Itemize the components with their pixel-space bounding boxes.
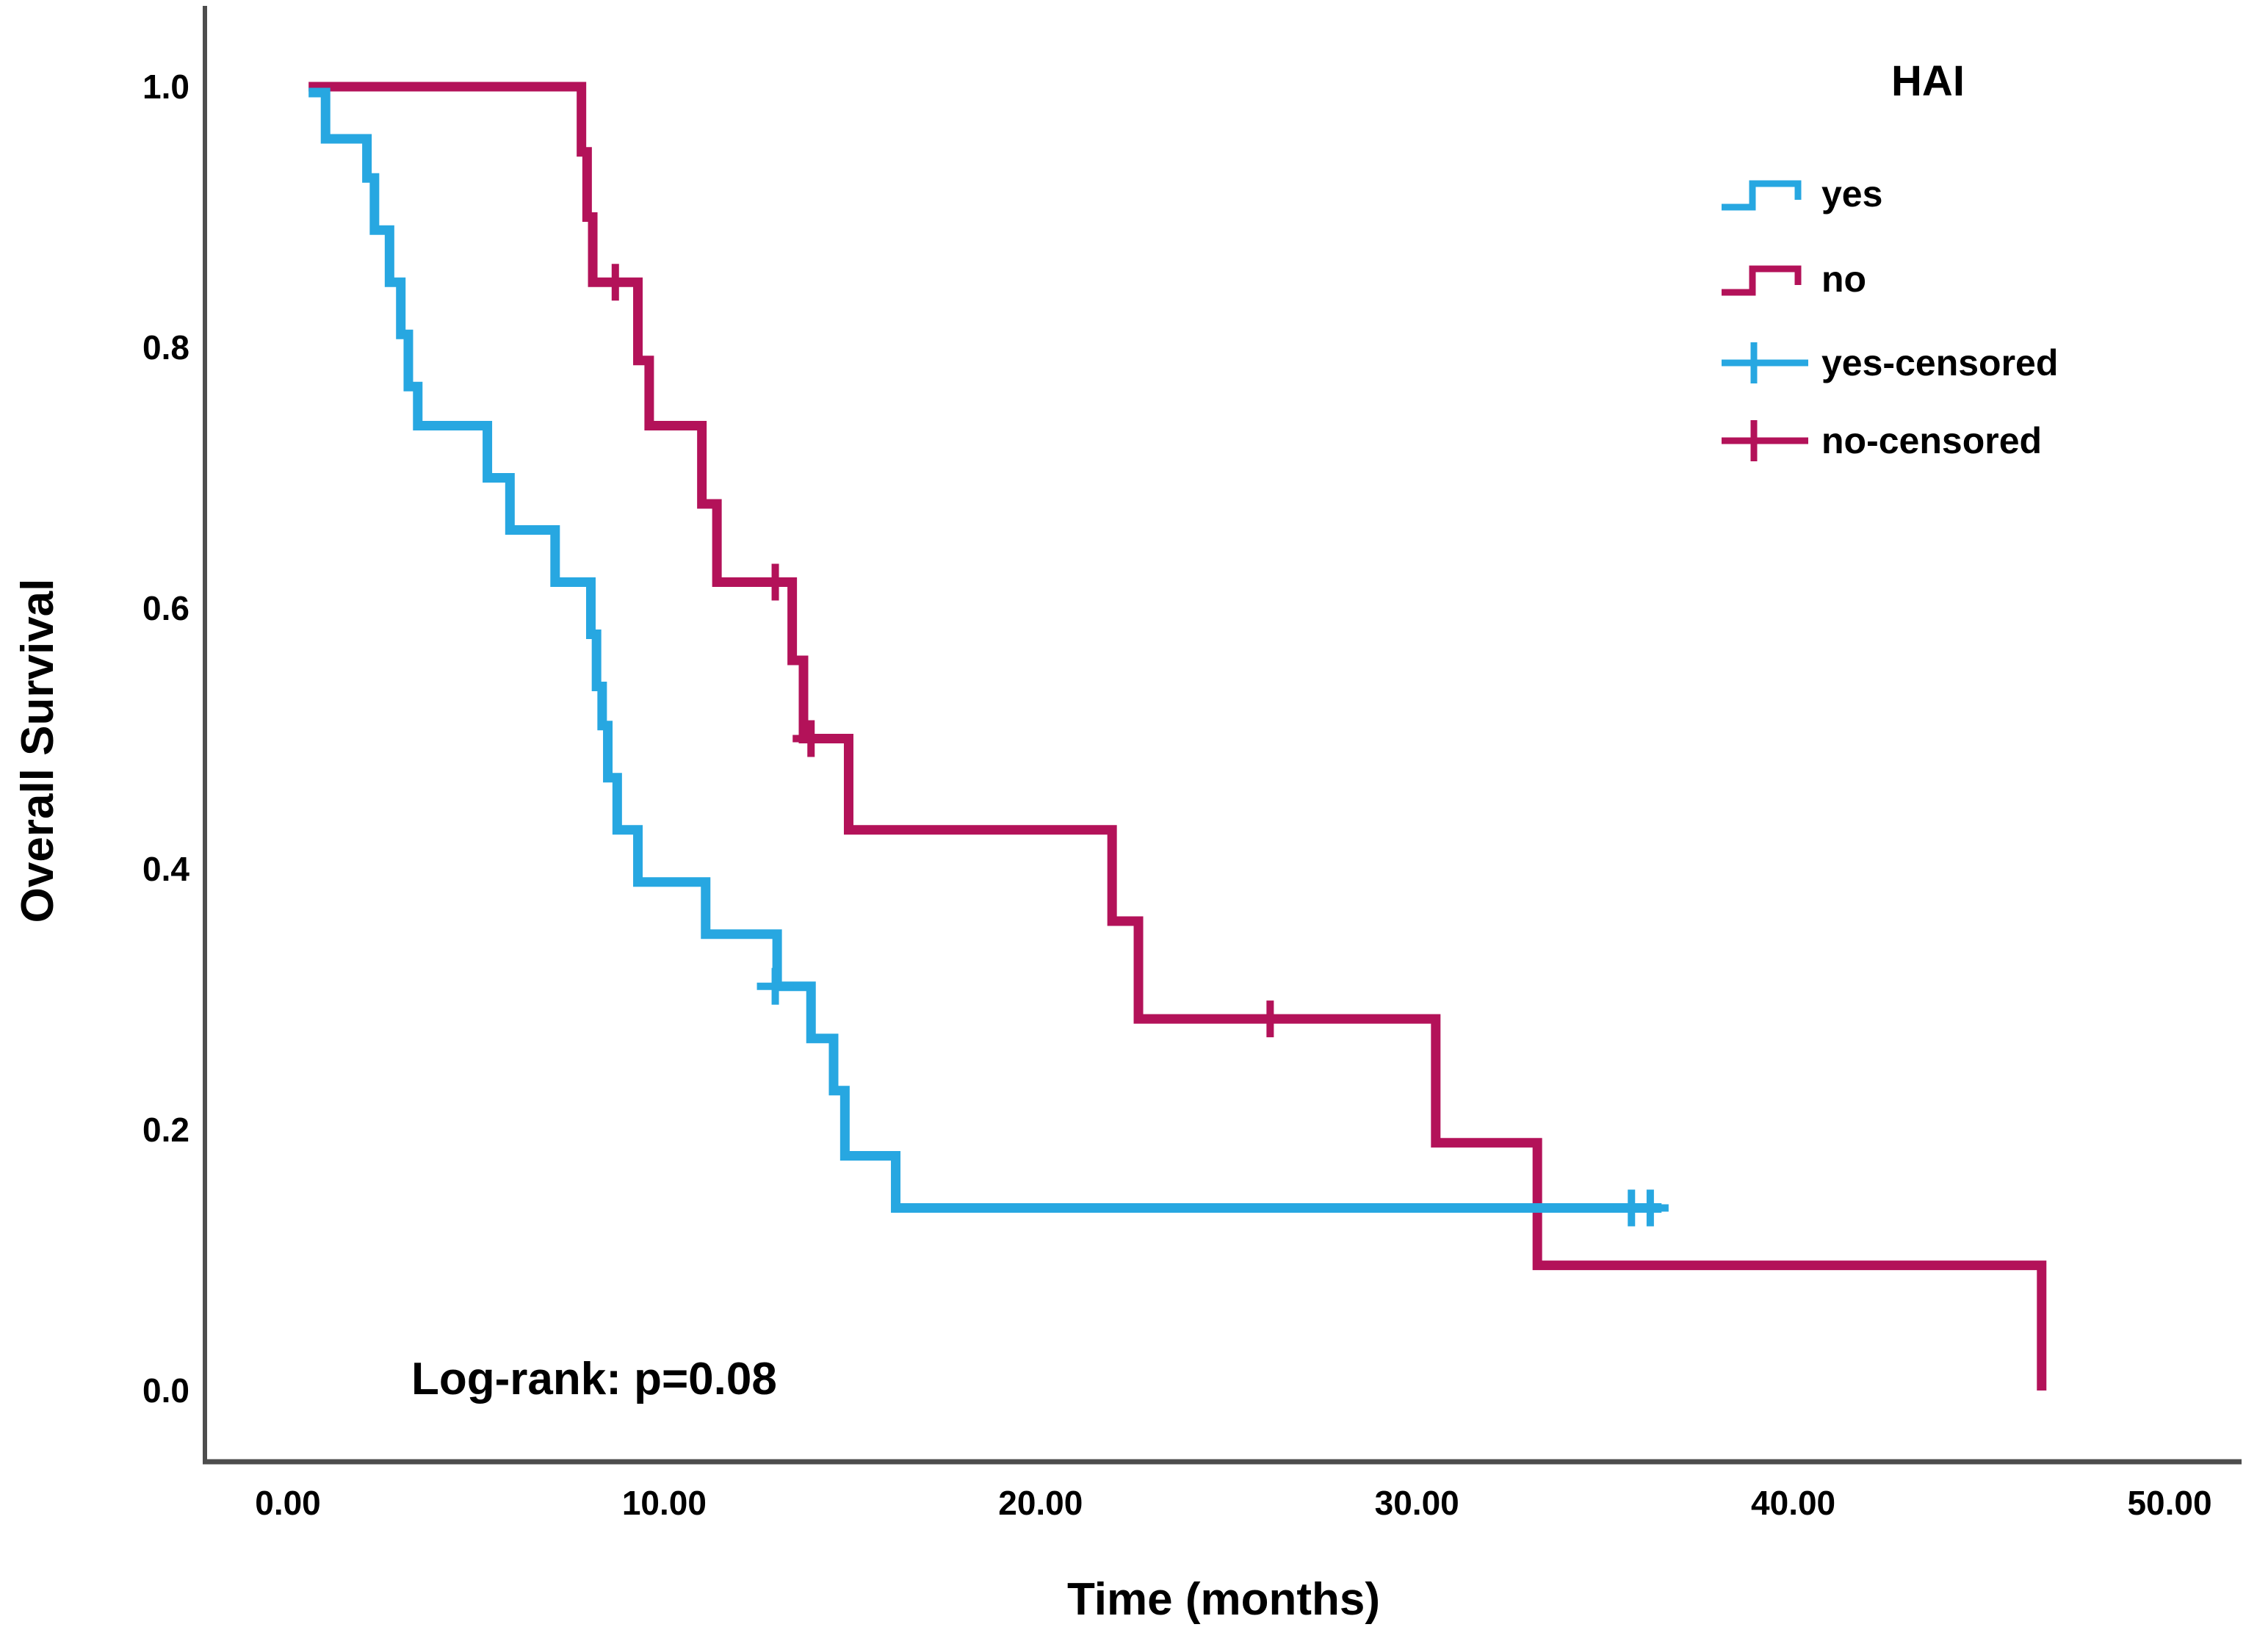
y-axis-tick-labels: 1.0 0.8 0.6 0.4 0.2 0.0 <box>142 68 189 1410</box>
x-axis-tick-labels: 0.00 10.00 20.00 30.00 40.00 50.00 <box>255 1484 2211 1522</box>
yes-step-swatch-icon <box>1722 180 1802 211</box>
x-tick-label: 0.00 <box>255 1484 321 1522</box>
y-tick-label: 0.6 <box>142 589 189 627</box>
no-censor-marks <box>596 264 1289 1038</box>
no-curve <box>308 82 2047 1391</box>
yes-censor-marks <box>756 967 1669 1227</box>
x-tick-label: 30.00 <box>1375 1484 1459 1522</box>
no-step-swatch-icon <box>1722 265 1802 296</box>
x-tick-label: 20.00 <box>998 1484 1083 1522</box>
y-tick-label: 0.8 <box>142 328 189 367</box>
x-tick-label: 40.00 <box>1751 1484 1835 1522</box>
legend-item-label: yes-censored <box>1821 342 2058 383</box>
legend-item-no-censored: no-censored <box>1722 420 2042 461</box>
axes <box>203 6 2242 1465</box>
y-axis-title: Overall Survival <box>12 579 63 923</box>
yes-curve <box>308 87 1662 1213</box>
y-tick-label: 0.2 <box>142 1111 189 1149</box>
legend-items: yes no yes-censored no-censored <box>1722 173 2058 461</box>
legend: HAI yes no yes-censored no-censored <box>1722 57 2058 461</box>
y-tick-label: 0.0 <box>142 1371 189 1410</box>
x-tick-label: 50.00 <box>2127 1484 2211 1522</box>
survival-curves <box>308 82 2047 1391</box>
legend-item-yes-censored: yes-censored <box>1722 342 2058 383</box>
x-axis-title: Time (months) <box>1067 1574 1380 1625</box>
legend-item-yes: yes <box>1722 173 1882 214</box>
x-tick-label: 10.00 <box>622 1484 707 1522</box>
y-tick-label: 1.0 <box>142 68 189 106</box>
logrank-annotation: Log-rank: p=0.08 <box>411 1354 777 1404</box>
legend-title: HAI <box>1891 57 1965 105</box>
y-tick-label: 0.4 <box>142 850 189 888</box>
legend-item-no: no <box>1722 259 1866 300</box>
legend-item-label: no <box>1821 259 1866 300</box>
legend-item-label: no-censored <box>1821 420 2042 461</box>
legend-item-label: yes <box>1821 173 1882 214</box>
